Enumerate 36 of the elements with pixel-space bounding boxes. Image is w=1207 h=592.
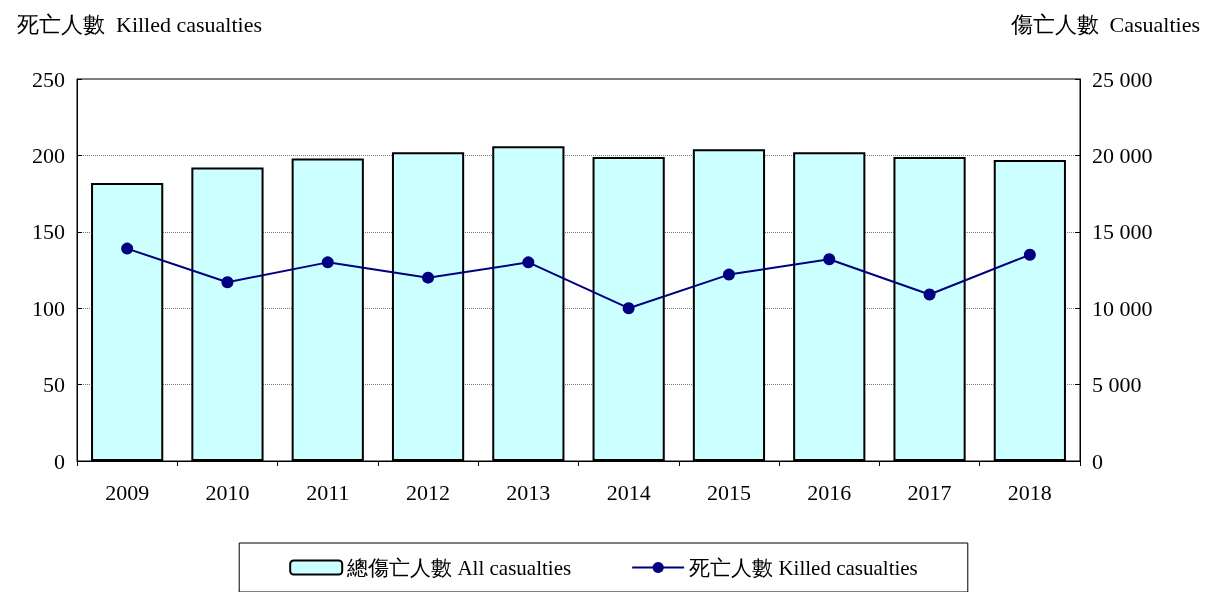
y-tick-label: 100 (32, 295, 65, 321)
point (622, 302, 635, 315)
point (522, 256, 535, 269)
y2-tick-label: 25 000 (1092, 66, 1153, 92)
x-tick-label: 2016 (807, 479, 852, 505)
point (221, 276, 234, 289)
y2-axis-title: 傷亡人數 Casualties (1009, 11, 1201, 37)
y-tick-label: 150 (32, 219, 65, 245)
x-tick-label: 2017 (907, 479, 952, 505)
x-tick-label: 2010 (205, 479, 250, 505)
x-tick-label: 2018 (1007, 479, 1052, 505)
legend-label: 死亡人數 Killed casualties (689, 555, 918, 580)
y2-tick-label: 0 (1092, 448, 1103, 474)
x-tick-label: 2015 (706, 479, 751, 505)
point (823, 253, 836, 266)
x-tick-label: 2012 (406, 479, 451, 505)
x-tick-label: 2014 (606, 479, 651, 505)
point (121, 242, 134, 255)
y2-tick-label: 5 000 (1092, 372, 1142, 398)
x-tick-label: 2009 (105, 479, 150, 505)
point (1023, 248, 1036, 261)
point (321, 256, 334, 269)
y-axis-title: 死亡人數 Killed casualties (17, 11, 263, 37)
y-tick-label: 250 (32, 66, 65, 92)
y2-tick-label: 20 000 (1092, 142, 1153, 168)
point (923, 288, 936, 301)
y2-tick-label: 15 000 (1092, 219, 1153, 245)
y-tick-label: 50 (43, 372, 65, 398)
point (722, 268, 735, 281)
y-tick-label: 200 (32, 142, 65, 168)
point (422, 271, 435, 284)
y-tick-label: 0 (54, 448, 65, 474)
x-tick-label: 2011 (306, 479, 350, 505)
legend-label: 總傷亡人數 All casualties (346, 555, 572, 580)
x-tick-label: 2013 (506, 479, 551, 505)
y2-tick-label: 10 000 (1092, 295, 1153, 321)
